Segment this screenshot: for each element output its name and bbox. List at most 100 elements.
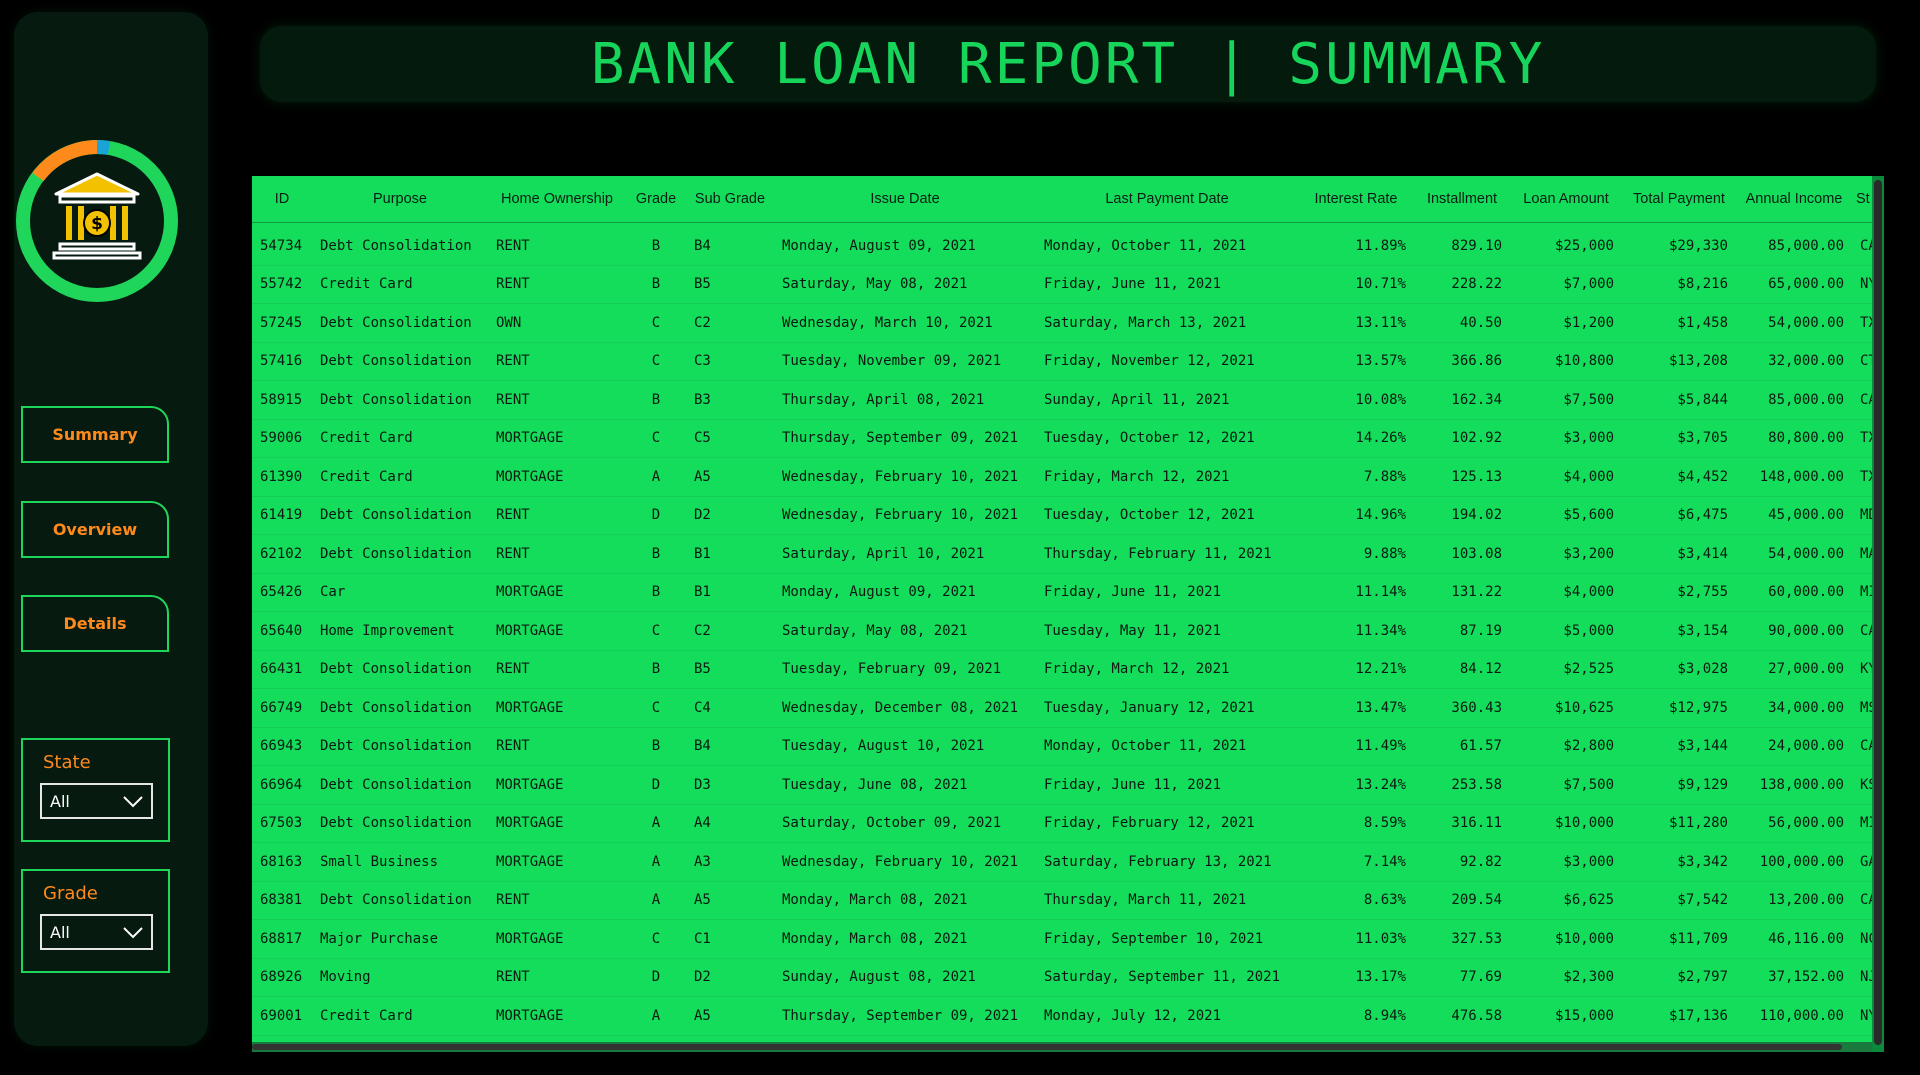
state-filter-title: State (43, 752, 91, 773)
cell-loan-amount: $7,000 (1510, 265, 1622, 304)
cell-installment: 316.11 (1414, 804, 1510, 843)
table-row[interactable]: 68381 Debt Consolidation RENT A A5 Monday, Ma… (252, 881, 1872, 920)
cell-sub-grade: D3 (686, 765, 774, 805)
table-row[interactable]: 54734 Debt Consolidation RENT B B4 Monday, Au… (252, 222, 1872, 266)
cell-interest-rate: 13.47% (1298, 688, 1414, 728)
cell-id: 68163 (252, 842, 312, 882)
column-header-installment[interactable]: Installment (1414, 176, 1510, 223)
table-row[interactable]: 66964 Debt Consolidation MORTGAGE D D3 Tuesda… (252, 765, 1872, 805)
cell-total-payment: $5,844 (1622, 380, 1736, 420)
nav-overview-button[interactable]: Overview (21, 501, 169, 558)
table-row[interactable]: 67503 Debt Consolidation MORTGAGE A A4 Saturd… (252, 804, 1872, 843)
cell-purpose: Home Improvement (312, 611, 488, 651)
table-row[interactable]: 68926 Moving RENT D D2 Sunday, August 08, 202… (252, 958, 1872, 997)
cell-home-ownership: MORTGAGE (488, 457, 626, 497)
cell-id: 57245 (252, 303, 312, 343)
cell-loan-amount: $5,600 (1510, 496, 1622, 535)
horizontal-scrollbar-thumb[interactable] (252, 1044, 1842, 1050)
cell-home-ownership: MORTGAGE (488, 804, 626, 843)
cell-loan-amount: $15,000 (1510, 996, 1622, 1036)
cell-id: 66431 (252, 650, 312, 689)
cell-annual-income: 45,000.00 (1736, 496, 1852, 535)
cell-annual-income: 110,000.00 (1736, 996, 1852, 1036)
cell-grade: A (626, 457, 686, 497)
table-row[interactable]: 61419 Debt Consolidation RENT D D2 Wednesday,… (252, 496, 1872, 535)
cell-interest-rate: 8.63% (1298, 881, 1414, 920)
table-row[interactable]: 57245 Debt Consolidation OWN C C2 Wednesday, … (252, 303, 1872, 343)
cell-issue-date: Monday, August 09, 2021 (774, 573, 1036, 612)
table-row[interactable]: 66431 Debt Consolidation RENT B B5 Tuesday, F… (252, 650, 1872, 689)
nav-details-button[interactable]: Details (21, 595, 169, 652)
horizontal-scrollbar[interactable] (252, 1042, 1872, 1052)
cell-issue-date: Thursday, April 08, 2021 (774, 380, 1036, 420)
table-row[interactable]: 58915 Debt Consolidation RENT B B3 Thursday, … (252, 380, 1872, 420)
table-row[interactable]: 66943 Debt Consolidation RENT B B4 Tuesday, A… (252, 727, 1872, 766)
loan-table-container[interactable]: ID Purpose Home Ownership Grade Sub Grade Iss… (252, 176, 1872, 1052)
table-row[interactable]: 68163 Small Business MORTGAGE A A3 Wednesday,… (252, 842, 1872, 882)
cell-grade: B (626, 222, 686, 266)
cell-interest-rate: 9.88% (1298, 534, 1414, 574)
table-row[interactable]: 69001 Credit Card MORTGAGE A A5 Thursday, Sep… (252, 996, 1872, 1036)
cell-interest-rate: 8.59% (1298, 804, 1414, 843)
column-header-id[interactable]: ID (252, 176, 312, 223)
cell-total-payment: $11,709 (1622, 919, 1736, 959)
cell-state: MA (1852, 534, 1872, 574)
table-row[interactable]: 66749 Debt Consolidation MORTGAGE C C4 Wednes… (252, 688, 1872, 728)
table-row[interactable]: 65640 Home Improvement MORTGAGE C C2 Saturday… (252, 611, 1872, 651)
cell-grade: D (626, 765, 686, 805)
table-row[interactable]: 62102 Debt Consolidation RENT B B1 Saturday, … (252, 534, 1872, 574)
cell-total-payment: $2,797 (1622, 958, 1736, 997)
cell-annual-income: 80,800.00 (1736, 419, 1852, 458)
cell-id: 62102 (252, 534, 312, 574)
table-row[interactable]: 55742 Credit Card RENT B B5 Saturday, May 08,… (252, 265, 1872, 304)
cell-id: 68381 (252, 881, 312, 920)
cell-home-ownership: RENT (488, 650, 626, 689)
table-row[interactable]: 57416 Debt Consolidation RENT C C3 Tuesday, N… (252, 342, 1872, 381)
cell-interest-rate: 11.49% (1298, 727, 1414, 766)
table-row[interactable]: 68817 Major Purchase MORTGAGE C C1 Monday, Ma… (252, 919, 1872, 959)
column-header-home-ownership[interactable]: Home Ownership (488, 176, 626, 223)
cell-sub-grade: A4 (686, 804, 774, 843)
column-header-sub-grade[interactable]: Sub Grade (686, 176, 774, 223)
cell-last-payment-date: Friday, September 10, 2021 (1036, 919, 1298, 959)
cell-home-ownership: MORTGAGE (488, 842, 626, 882)
vertical-scrollbar[interactable] (1872, 176, 1884, 1052)
column-header-loan-amount[interactable]: Loan Amount (1510, 176, 1622, 223)
nav-summary-button[interactable]: Summary (21, 406, 169, 463)
cell-issue-date: Wednesday, February 10, 2021 (774, 457, 1036, 497)
cell-grade: B (626, 265, 686, 304)
vertical-scrollbar-thumb[interactable] (1874, 180, 1882, 1045)
table-row[interactable]: 65426 Car MORTGAGE B B1 Monday, August 09, 20… (252, 573, 1872, 612)
column-header-purpose[interactable]: Purpose (312, 176, 488, 223)
column-header-total-payment[interactable]: Total Payment (1622, 176, 1736, 223)
cell-issue-date: Wednesday, March 10, 2021 (774, 303, 1036, 343)
cell-loan-amount: $7,500 (1510, 765, 1622, 805)
cell-issue-date: Sunday, August 08, 2021 (774, 958, 1036, 997)
cell-issue-date: Saturday, April 10, 2021 (774, 534, 1036, 574)
column-header-interest-rate[interactable]: Interest Rate (1298, 176, 1414, 223)
table-row[interactable]: 61390 Credit Card MORTGAGE A A5 Wednesday, Fe… (252, 457, 1872, 497)
cell-last-payment-date: Tuesday, May 11, 2021 (1036, 611, 1298, 651)
cell-installment: 77.69 (1414, 958, 1510, 997)
cell-id: 66749 (252, 688, 312, 728)
column-header-grade[interactable]: Grade (626, 176, 686, 223)
cell-sub-grade: B4 (686, 222, 774, 266)
grade-select[interactable]: All (40, 914, 153, 950)
grade-filter-title: Grade (43, 883, 98, 904)
cell-issue-date: Wednesday, February 10, 2021 (774, 842, 1036, 882)
cell-last-payment-date: Thursday, February 11, 2021 (1036, 534, 1298, 574)
column-header-state[interactable]: St (1852, 176, 1872, 223)
cell-loan-amount: $25,000 (1510, 222, 1622, 266)
report-header: BANK LOAN REPORT | SUMMARY (260, 26, 1876, 102)
cell-purpose: Moving (312, 958, 488, 997)
cell-id: 66943 (252, 727, 312, 766)
table-row[interactable]: 59006 Credit Card MORTGAGE C C5 Thursday, Sep… (252, 419, 1872, 458)
cell-grade: B (626, 650, 686, 689)
state-select[interactable]: All (40, 783, 153, 819)
column-header-annual-income[interactable]: Annual Income (1736, 176, 1852, 223)
cell-interest-rate: 13.11% (1298, 303, 1414, 343)
column-header-issue-date[interactable]: Issue Date (774, 176, 1036, 223)
cell-purpose: Small Business (312, 842, 488, 882)
cell-interest-rate: 11.89% (1298, 222, 1414, 266)
column-header-last-payment-date[interactable]: Last Payment Date (1036, 176, 1298, 223)
